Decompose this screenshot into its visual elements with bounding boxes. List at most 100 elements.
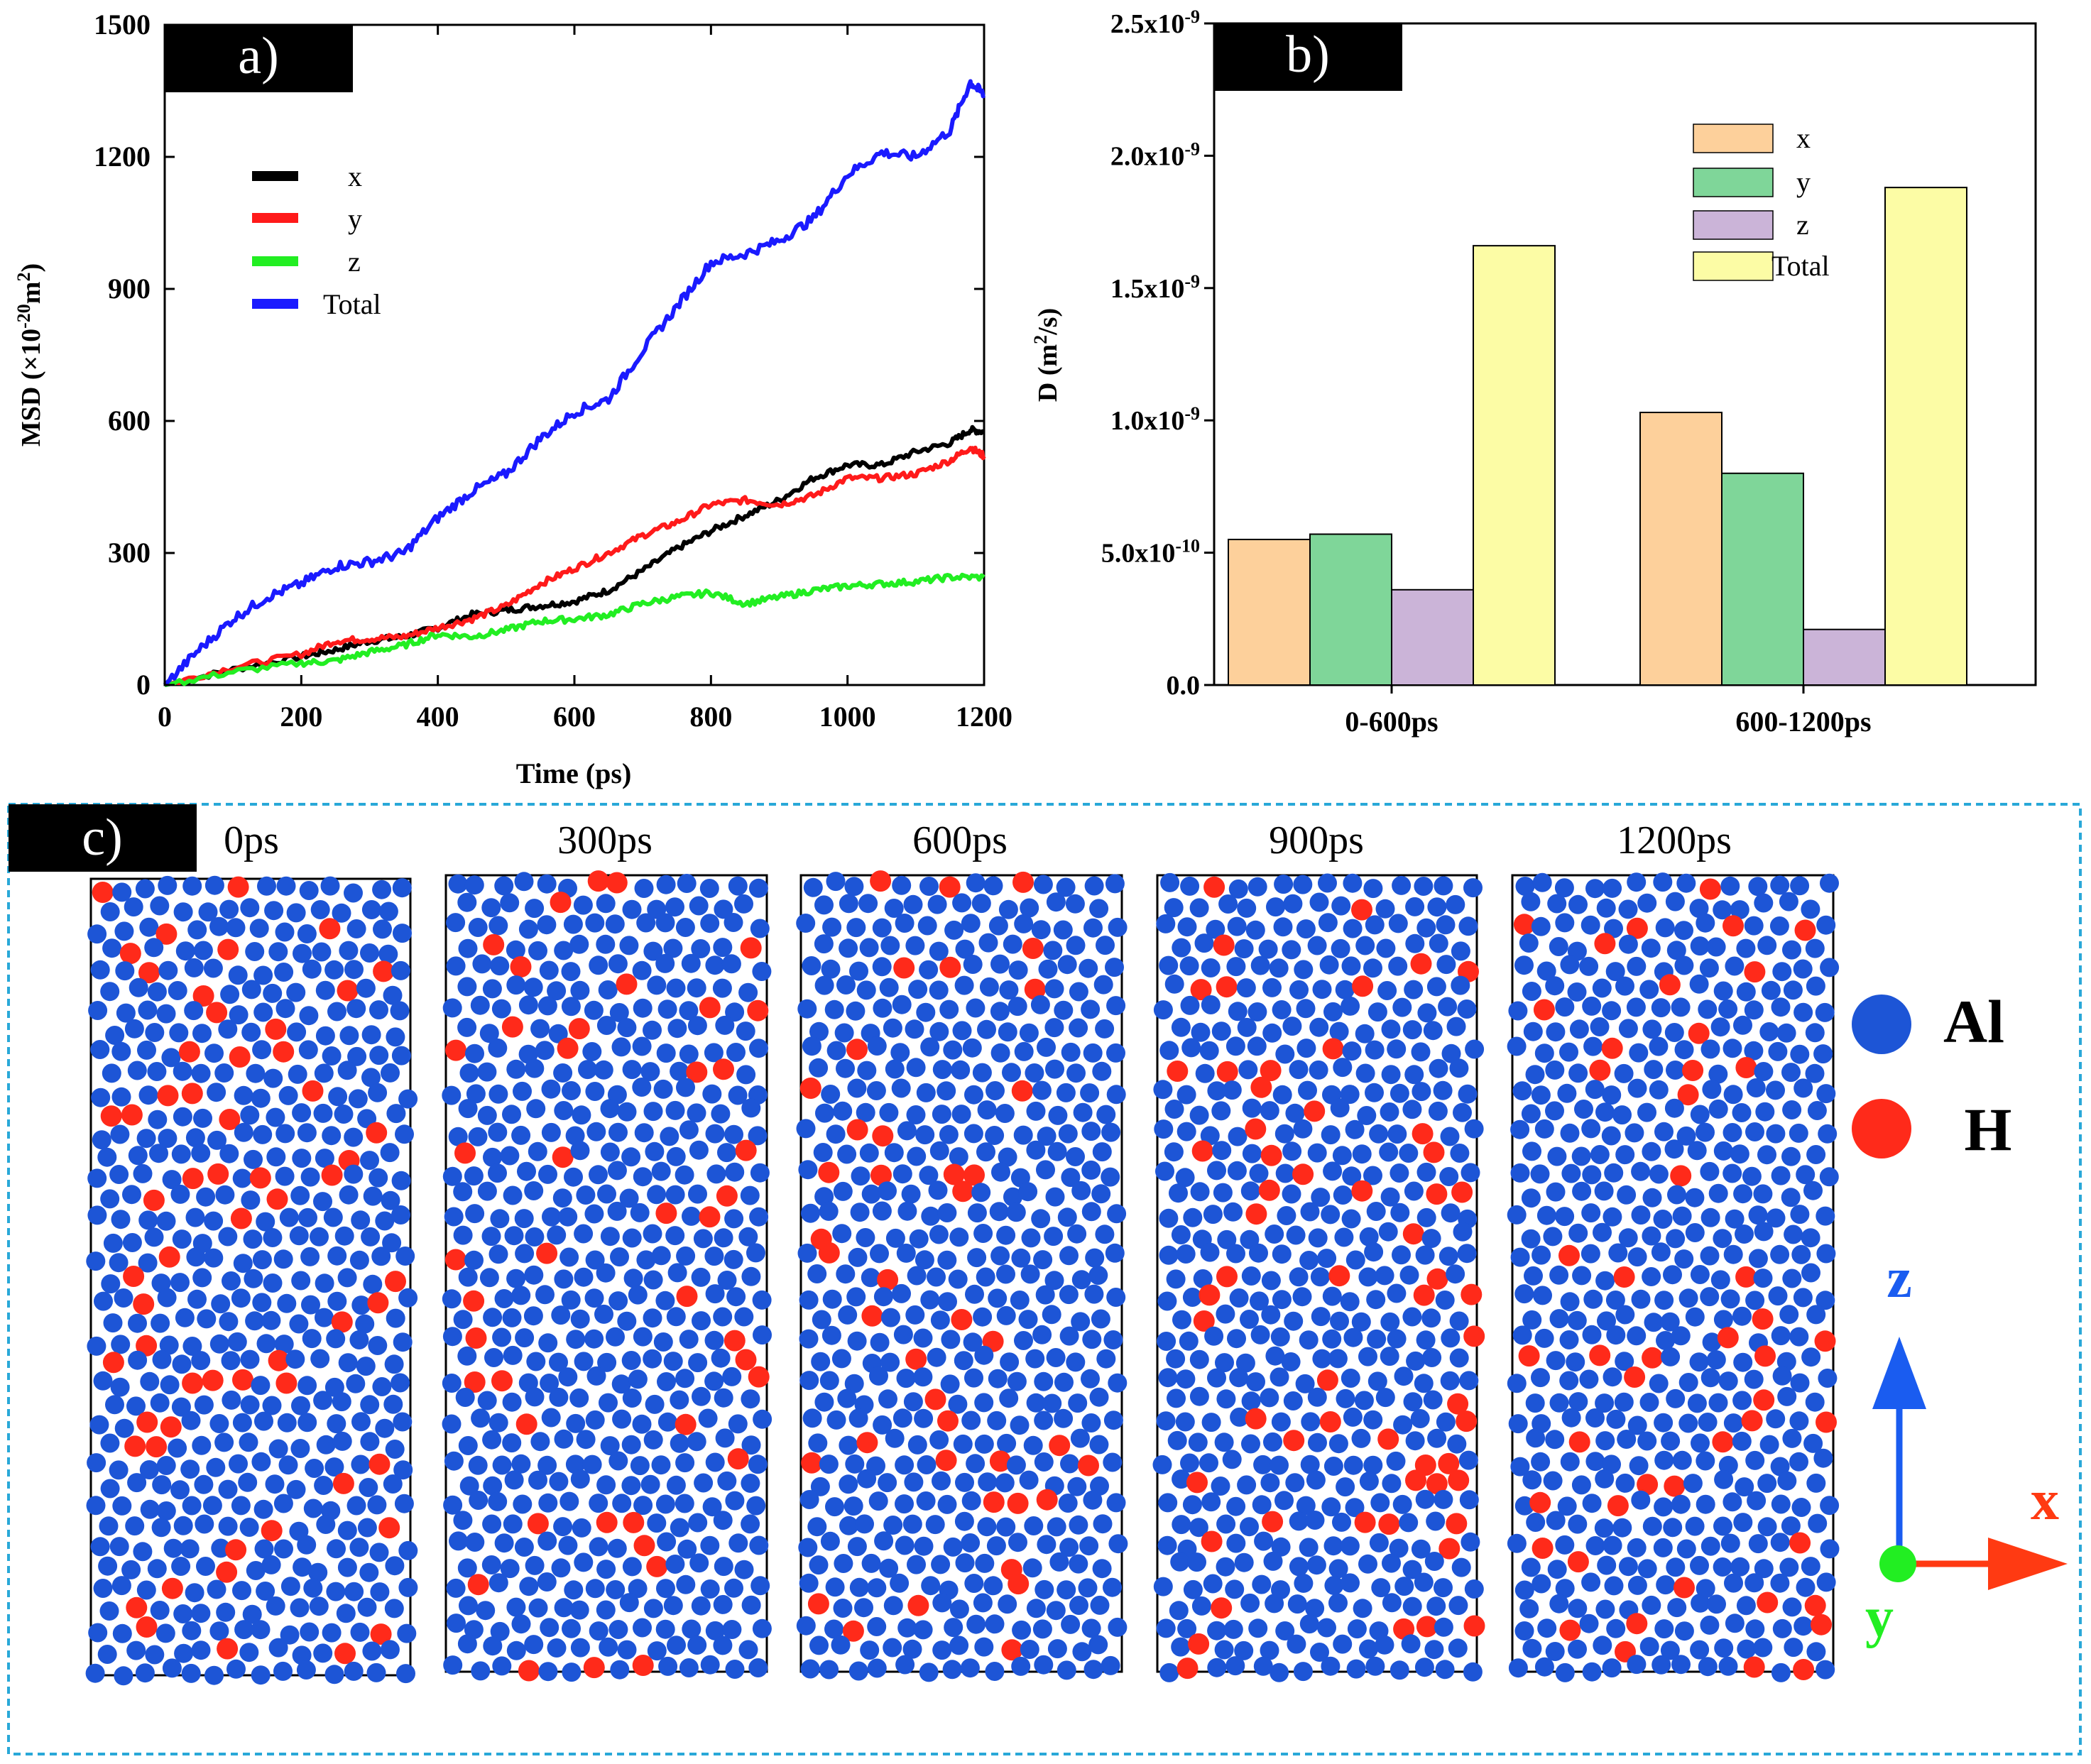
al-atom [586,1122,606,1141]
panel-b-bars [1228,187,1967,686]
h-atom [1518,1345,1540,1367]
al-atom [704,1330,724,1350]
h-atom [1426,1268,1448,1290]
al-atom [196,1187,216,1207]
al-atom [1189,1349,1209,1369]
al-atom [1637,1431,1657,1451]
al-atom [315,980,335,1000]
al-atom [954,1351,973,1371]
al-atom [289,1226,309,1246]
al-atom [971,1183,991,1203]
al-atom [1380,1102,1399,1122]
al-atom [398,1089,418,1109]
al-atom [677,874,697,893]
al-atom [514,1209,534,1229]
al-atom [1387,1124,1407,1144]
al-atom [985,1662,1005,1681]
al-atom [1631,1205,1651,1225]
al-atom [1453,1102,1472,1122]
al-atom [1089,899,1109,919]
al-atom [327,1002,346,1021]
al-atom [913,1328,933,1348]
al-atom [574,1224,594,1244]
al-atom [1402,1020,1422,1040]
h-atom [1811,1614,1832,1636]
al-atom [144,938,164,958]
al-atom [839,1435,858,1455]
al-atom [682,1206,701,1226]
al-atom [824,999,844,1019]
al-atom [752,1618,772,1638]
al-atom [181,1410,201,1430]
al-atom [1816,1572,1836,1592]
al-atom [158,1129,178,1149]
al-atom [1595,1102,1615,1122]
al-atom [995,1104,1015,1123]
al-atom [990,1043,1010,1063]
al-atom [1281,1352,1301,1371]
al-atom [1614,1063,1634,1083]
al-atom [1226,1244,1245,1264]
al-atom [1708,1064,1728,1084]
al-atom [1627,1078,1647,1098]
al-atom [1271,1537,1291,1557]
a-ytick-label: 1200 [94,141,151,172]
al-atom [251,1620,271,1640]
al-atom [355,1314,375,1334]
al-atom [1706,1350,1726,1370]
al-atom [1508,1001,1528,1021]
al-atom [1757,1145,1776,1165]
al-atom [1353,1599,1372,1618]
al-atom [741,1514,760,1534]
al-atom [663,1352,683,1371]
al-atom [687,1636,707,1655]
al-atom [915,1125,935,1145]
al-atom [917,916,937,936]
al-atom [687,1103,706,1123]
al-atom [1790,1205,1810,1225]
al-atom [1772,962,1792,982]
al-atom [1262,1023,1282,1043]
al-atom [1696,1451,1715,1471]
al-atom [562,1081,581,1100]
al-atom [502,1433,522,1453]
al-atom [1583,1289,1603,1309]
al-atom [194,1395,214,1415]
al-atom [1300,1455,1320,1474]
al-atom [589,1165,608,1185]
al-atom [838,1305,858,1325]
al-atom [681,953,701,973]
al-atom [1156,1411,1176,1431]
h-atom [1322,1038,1344,1060]
al-atom [807,1264,827,1283]
h-atom [1712,1431,1734,1453]
al-atom [1034,1452,1054,1472]
al-atom [748,878,768,898]
h-atom [1677,1084,1699,1106]
al-atom [1618,1557,1638,1577]
al-atom [185,1128,205,1148]
al-atom [844,1496,863,1516]
al-atom [1545,1430,1565,1450]
al-atom [1272,1000,1292,1019]
al-atom [1687,1393,1707,1413]
al-atom [636,913,656,933]
al-atom [1153,1577,1173,1596]
al-atom [931,1555,951,1574]
bar-x-0-600ps [1228,538,1311,686]
al-atom [906,1058,926,1078]
h-atom [1001,1639,1023,1661]
al-atom [126,1640,146,1660]
al-atom [809,1555,829,1575]
al-atom [705,955,725,975]
al-atom [1245,920,1265,940]
al-atom [1381,1019,1401,1039]
al-atom [193,1108,212,1128]
al-atom [904,1472,924,1492]
al-atom [1546,1022,1566,1042]
al-atom [1365,1040,1385,1060]
a-ytick-label: 1500 [94,9,151,40]
al-atom [628,1369,648,1389]
al-atom [688,1353,708,1373]
